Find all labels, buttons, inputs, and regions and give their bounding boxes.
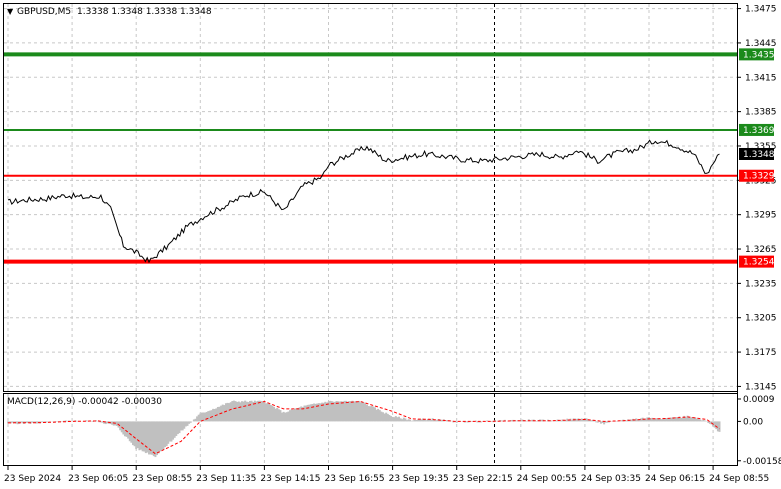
price-panel-frame	[3, 3, 738, 392]
current-price-label: 1.3348	[743, 150, 775, 160]
macd-scale: 0.0009 0.00 -0.00158	[737, 395, 781, 467]
support-resistance-levels[interactable]	[4, 52, 737, 264]
time-tick-label: 24 Sep 00:55	[517, 474, 577, 484]
level-price-label: 1.3435	[743, 50, 775, 60]
macd-tick-label: 0.0009	[743, 395, 775, 405]
level-price-label: 1.3369	[743, 126, 775, 136]
time-tick-label: 23 Sep 22:15	[453, 474, 513, 484]
price-tick-label: 1.3475	[745, 5, 777, 15]
price-tick-label: 1.3295	[745, 211, 777, 221]
level-price-tag	[739, 169, 774, 182]
time-axis: 23 Sep 2024 23 Sep 06:05 23 Sep 08:55 23 Se…	[4, 466, 769, 484]
macd-histogram	[7, 400, 721, 458]
symbol-dropdown-icon[interactable]: ▼	[7, 7, 14, 16]
time-tick-label: 24 Sep 08:55	[709, 474, 769, 484]
price-tick-label: 1.3385	[745, 108, 777, 118]
time-tick-label: 23 Sep 08:55	[132, 474, 192, 484]
macd-tick-label: 0.00	[743, 417, 763, 427]
price-tick-label: 1.3205	[745, 314, 777, 324]
macd-title: MACD(12,26,9) -0.00042 -0.00030	[7, 397, 162, 407]
price-tick-label: 1.3145	[745, 382, 777, 392]
level-price-label: 1.3254	[743, 258, 775, 268]
level-price-label: 1.3329	[743, 172, 775, 182]
time-tick-label: 23 Sep 11:35	[196, 474, 256, 484]
level-price-tag	[739, 123, 774, 136]
price-tick-label: 1.3445	[745, 39, 777, 49]
macd-signal-line	[8, 400, 720, 455]
price-tick-label: 1.3235	[745, 279, 777, 289]
time-tick-label: 24 Sep 06:15	[645, 474, 705, 484]
time-tick-label: 23 Sep 2024	[4, 474, 61, 484]
level-price-labels: 1.3435 1.3369 1.3329 1.3254	[739, 48, 775, 268]
time-tick-label: 24 Sep 03:35	[581, 474, 641, 484]
time-tick-label: 23 Sep 06:05	[68, 474, 128, 484]
time-tick-label: 23 Sep 19:35	[389, 474, 449, 484]
level-price-tag	[739, 255, 774, 268]
price-tick-label: 1.3415	[745, 73, 777, 83]
price-line-series	[7, 139, 720, 264]
time-tick-label: 23 Sep 16:55	[325, 474, 385, 484]
price-tick-label: 1.3175	[745, 348, 777, 358]
current-price-tag	[739, 147, 774, 160]
price-scale: 1.34751.34451.34151.33851.33551.33251.32…	[737, 5, 777, 392]
macd-tick-label: -0.00158	[743, 457, 781, 467]
price-tick-label: 1.3355	[745, 142, 777, 152]
level-price-tag	[739, 48, 774, 61]
time-tick-label: 23 Sep 14:15	[260, 474, 320, 484]
symbol-label: GBPUSD,M5	[17, 7, 71, 17]
price-tick-label: 1.3265	[745, 245, 777, 255]
ohlc-label: 1.3338 1.3348 1.3338 1.3348	[77, 7, 212, 17]
